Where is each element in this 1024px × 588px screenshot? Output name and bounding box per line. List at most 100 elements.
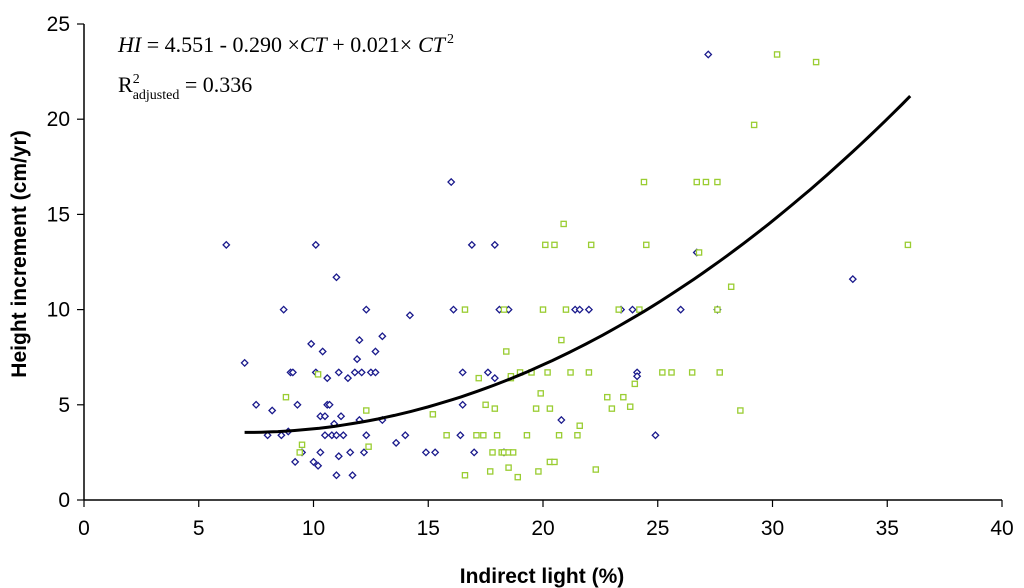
data-point-diamond: [632, 372, 642, 381]
data-point-diamond: [352, 354, 362, 364]
x-tick-label: 30: [761, 517, 784, 540]
data-point-square: [500, 306, 508, 313]
data-point-square: [443, 432, 450, 439]
data-point-diamond: [651, 431, 660, 440]
data-point-diamond: [291, 457, 300, 467]
data-point-diamond: [311, 240, 320, 249]
x-tick-label: 15: [417, 517, 440, 540]
data-point-square: [486, 468, 494, 475]
data-point-diamond: [263, 431, 272, 440]
data-point-diamond: [584, 305, 594, 314]
data-point-square: [714, 306, 721, 313]
data-point-square: [296, 449, 303, 456]
data-point-square: [555, 432, 563, 439]
data-point-square: [473, 432, 480, 439]
data-point-square: [668, 369, 675, 376]
y-tick-label: 5: [58, 394, 70, 417]
data-point-diamond: [456, 431, 465, 440]
data-point-diamond: [449, 305, 458, 314]
data-point-diamond: [334, 368, 343, 377]
data-point-diamond: [628, 305, 637, 314]
data-point-square: [482, 401, 489, 409]
data-point-square: [314, 371, 322, 378]
x-tick-label: 0: [78, 517, 90, 540]
equation-annotation: HI = 4.551 - 0.290 ×CT + 0.021× CT 2: [117, 32, 454, 57]
data-point-diamond: [325, 400, 334, 409]
data-point-diamond: [277, 431, 286, 440]
data-point-diamond: [320, 412, 330, 421]
data-point-square: [587, 241, 595, 249]
y-tick-label: 10: [47, 299, 70, 322]
data-point-square: [904, 241, 912, 249]
data-point-diamond: [318, 347, 327, 356]
x-tick-label: 25: [646, 517, 669, 540]
x-tick-label: 35: [876, 517, 899, 540]
data-point-diamond: [421, 448, 431, 457]
data-point-square: [544, 369, 551, 376]
x-tick-label: 5: [193, 517, 205, 540]
data-point-diamond: [362, 305, 371, 314]
data-point-square: [558, 336, 565, 344]
data-point-diamond: [490, 240, 499, 249]
eq-hi: HI: [117, 32, 143, 57]
data-point-diamond: [458, 368, 467, 377]
data-point-diamond: [848, 275, 857, 284]
data-point-square: [604, 393, 611, 401]
data-point-square: [693, 178, 701, 186]
data-point-diamond: [332, 471, 341, 480]
data-point-diamond: [350, 368, 359, 377]
data-point-square: [282, 393, 290, 401]
r2-sub: adjusted: [133, 88, 180, 103]
data-point-square: [812, 58, 820, 66]
data-point-diamond: [320, 431, 330, 440]
data-point-diamond: [557, 415, 566, 425]
x-tick-label: 10: [302, 517, 325, 540]
data-point-diamond: [343, 374, 353, 383]
data-point-square: [688, 369, 696, 376]
data-point-diamond: [575, 305, 584, 314]
data-point-diamond: [401, 431, 410, 440]
data-point-square: [535, 468, 542, 475]
data-point-square: [750, 121, 758, 129]
data-point-diamond: [490, 374, 499, 383]
eq-part1: = 4.551 - 0.290 ×: [141, 32, 300, 57]
r2-value: = 0.336: [179, 72, 252, 97]
data-point-diamond: [676, 305, 685, 314]
data-point-square: [567, 369, 574, 376]
x-tick-label: 40: [990, 517, 1013, 540]
data-point-square: [537, 390, 544, 397]
data-point-square: [363, 407, 370, 414]
data-point-diamond: [222, 240, 231, 249]
y-tick-label: 0: [58, 489, 70, 512]
data-point-diamond: [252, 400, 261, 409]
r2-r: R: [118, 72, 133, 97]
data-point-square: [503, 348, 510, 355]
data-point-square: [636, 306, 643, 313]
data-point-square: [429, 411, 437, 418]
data-point-square: [514, 473, 522, 481]
data-point-square: [620, 393, 627, 401]
data-point-diamond: [371, 368, 380, 377]
data-point-diamond: [316, 448, 325, 457]
data-point-diamond: [348, 471, 357, 480]
data-point-square: [562, 306, 570, 313]
data-point-square: [695, 249, 703, 256]
data-point-square: [631, 380, 639, 388]
data-point-diamond: [336, 412, 346, 421]
data-point-diamond: [307, 339, 316, 348]
data-point-diamond: [458, 400, 467, 409]
data-point-square: [592, 466, 600, 473]
data-point-diamond: [240, 358, 249, 368]
data-point-diamond: [355, 335, 364, 345]
data-point-diamond: [339, 431, 348, 440]
data-point-square: [475, 374, 482, 382]
data-point-square: [523, 432, 531, 439]
data-point-diamond: [470, 448, 479, 457]
data-point-diamond: [309, 457, 318, 467]
data-point-diamond: [279, 305, 288, 314]
data-point-diamond: [346, 448, 355, 457]
data-point-square: [461, 471, 469, 479]
data-point-diamond: [334, 452, 343, 461]
x-axis-title: Indirect light (%): [460, 565, 625, 588]
data-point-square: [608, 405, 616, 412]
